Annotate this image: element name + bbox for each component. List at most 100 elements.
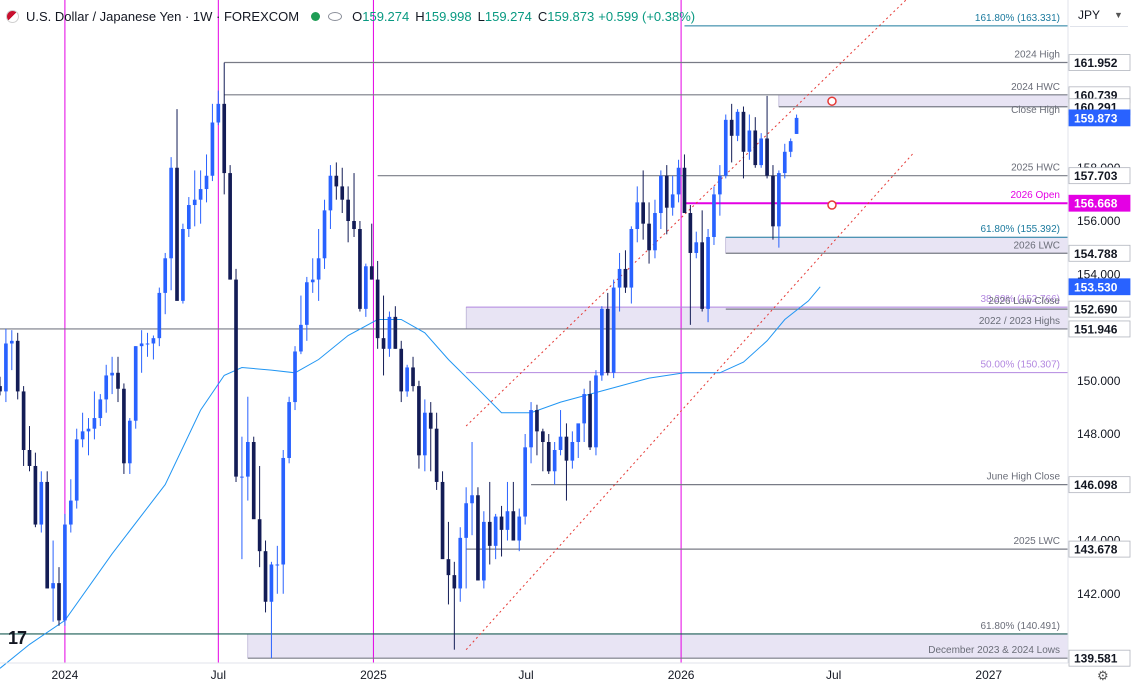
candle[interactable] [21, 386, 26, 466]
candle[interactable] [116, 356, 120, 403]
candle[interactable] [788, 138, 793, 158]
candle[interactable] [777, 170, 781, 248]
candle[interactable] [186, 197, 191, 237]
candle[interactable] [546, 434, 551, 474]
candle[interactable] [45, 471, 50, 589]
candle[interactable] [198, 170, 203, 224]
candle[interactable] [523, 434, 527, 525]
visibility-eye-icon[interactable] [328, 11, 343, 21]
currency-selector[interactable]: JPY ▼ [1070, 3, 1128, 27]
candle[interactable] [269, 561, 274, 659]
candle[interactable] [322, 199, 327, 269]
candle[interactable] [375, 260, 380, 349]
candle[interactable] [381, 295, 386, 376]
candle[interactable] [476, 487, 480, 581]
candle[interactable] [245, 396, 250, 501]
candle[interactable] [564, 423, 569, 501]
candle[interactable] [635, 186, 640, 243]
candle[interactable] [558, 410, 563, 456]
candle[interactable] [676, 159, 681, 203]
candle[interactable] [80, 412, 85, 448]
candle[interactable] [417, 380, 421, 469]
candle[interactable] [446, 521, 451, 605]
candle[interactable] [228, 165, 232, 280]
candle[interactable] [747, 114, 752, 160]
candle[interactable] [63, 513, 67, 626]
candle[interactable] [464, 487, 468, 589]
candle[interactable] [682, 154, 687, 214]
candle[interactable] [541, 428, 545, 472]
candle[interactable] [499, 505, 504, 557]
candle[interactable] [222, 62, 227, 195]
candle[interactable] [9, 330, 14, 371]
candle[interactable] [641, 170, 645, 240]
candle[interactable] [0, 376, 2, 396]
marker-circle-1[interactable] [827, 200, 837, 210]
candle[interactable] [588, 380, 592, 450]
candle[interactable] [104, 364, 109, 413]
candle[interactable] [458, 527, 463, 602]
candle[interactable] [346, 186, 350, 243]
candle[interactable] [712, 186, 716, 245]
candle[interactable] [192, 170, 197, 227]
candle[interactable] [204, 154, 209, 203]
candle[interactable] [57, 567, 61, 626]
gear-icon[interactable]: ⚙ [1097, 668, 1109, 683]
candle[interactable] [393, 306, 398, 349]
candle[interactable] [169, 157, 173, 291]
candle[interactable] [86, 418, 91, 456]
candle[interactable] [653, 199, 657, 259]
candle[interactable] [511, 481, 516, 541]
candle[interactable] [122, 383, 126, 474]
candle[interactable] [470, 442, 474, 536]
candle[interactable] [723, 114, 728, 179]
candle[interactable] [240, 436, 244, 560]
candle[interactable] [328, 165, 333, 229]
candle[interactable] [310, 258, 315, 293]
candle[interactable] [700, 210, 704, 312]
candle[interactable] [452, 561, 457, 650]
candle[interactable] [210, 103, 215, 182]
candle[interactable] [482, 511, 486, 589]
candle[interactable] [694, 231, 699, 259]
candle[interactable] [647, 202, 651, 264]
candle[interactable] [735, 109, 740, 142]
candle[interactable] [576, 423, 581, 458]
candle[interactable] [127, 418, 132, 474]
candle[interactable] [617, 252, 622, 312]
candle[interactable] [293, 346, 297, 411]
candle[interactable] [594, 370, 598, 456]
candle[interactable] [718, 165, 722, 216]
candle[interactable] [275, 545, 280, 594]
candle[interactable] [39, 471, 44, 533]
tradingview-logo[interactable]: 17 [8, 628, 27, 648]
candle[interactable] [369, 223, 374, 280]
candle[interactable] [163, 252, 168, 315]
candle[interactable] [782, 143, 787, 179]
candle[interactable] [706, 228, 710, 323]
candle[interactable] [151, 335, 156, 360]
candle[interactable] [358, 221, 362, 312]
candle[interactable] [570, 431, 575, 469]
candle[interactable] [51, 540, 55, 622]
candle[interactable] [487, 481, 492, 565]
candle[interactable] [405, 364, 409, 397]
candle[interactable] [399, 340, 404, 403]
candle[interactable] [582, 388, 586, 443]
candle[interactable] [517, 508, 522, 552]
candle[interactable] [334, 162, 339, 200]
candle[interactable] [139, 330, 144, 373]
candle[interactable] [600, 306, 604, 381]
candle[interactable] [175, 109, 179, 301]
candle[interactable] [741, 106, 746, 179]
candle[interactable] [15, 332, 20, 400]
candle[interactable] [552, 442, 557, 485]
candle[interactable] [629, 226, 634, 304]
candle[interactable] [263, 540, 268, 613]
candle[interactable] [157, 287, 162, 347]
candle[interactable] [387, 311, 392, 357]
candle[interactable] [181, 223, 185, 304]
candle[interactable] [133, 346, 138, 429]
candle[interactable] [299, 295, 303, 355]
